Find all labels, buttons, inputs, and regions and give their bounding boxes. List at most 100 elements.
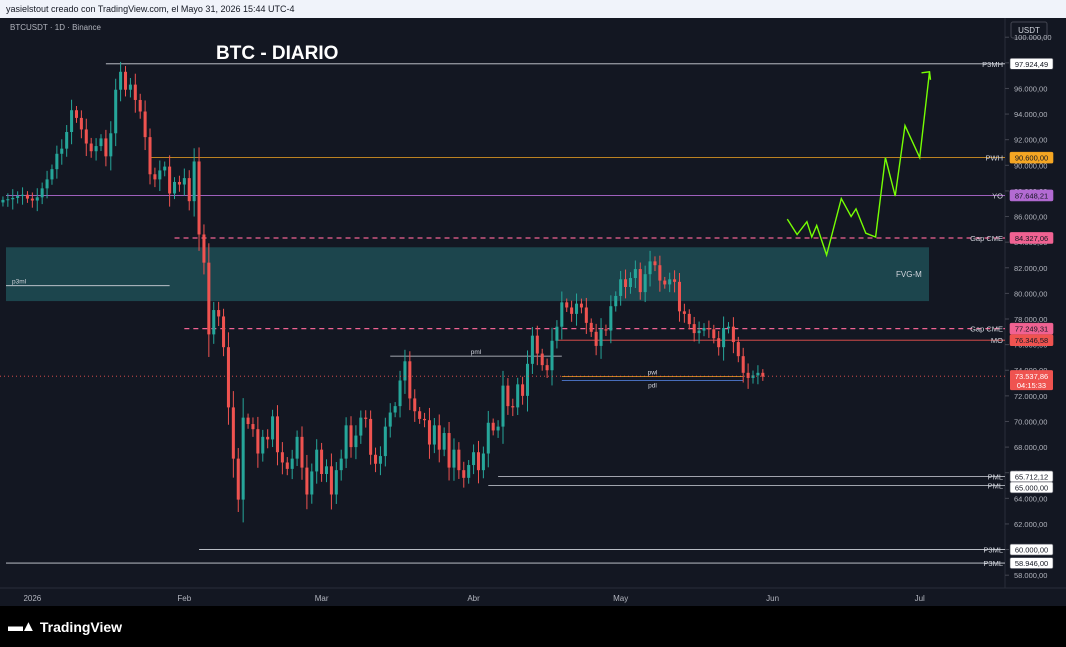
candle [530, 326, 534, 374]
candle-body [432, 425, 436, 445]
candle [251, 417, 255, 437]
candle [153, 167, 157, 188]
x-tick-label: 2026 [23, 594, 41, 603]
candle [491, 418, 495, 436]
candle [349, 416, 353, 458]
y-tick-label: 100.000,00 [1014, 33, 1052, 42]
credit-bar: yasielstout creado con TradingView.com, … [0, 0, 1066, 18]
candle [123, 66, 128, 97]
candle [535, 325, 539, 366]
candle [158, 160, 162, 192]
price-axis-panel[interactable] [1005, 18, 1066, 606]
currency-button-label: USDT [1018, 26, 1040, 35]
candle-body [717, 338, 721, 348]
y-tick-label: 70.000,00 [1014, 417, 1047, 426]
candle [30, 192, 34, 208]
level-label: MO [991, 336, 1003, 345]
price-badge-label: 97.924,49 [1015, 60, 1048, 69]
candle [702, 323, 706, 337]
candle-body [300, 436, 304, 468]
candle-body [624, 279, 628, 287]
y-tick-label: 80.000,00 [1014, 289, 1047, 298]
candle-body [575, 303, 579, 314]
candle-body [540, 353, 544, 366]
candle-body [30, 198, 34, 201]
candle [506, 378, 510, 415]
candle-body [217, 310, 221, 317]
candle [217, 301, 221, 326]
price-badge-label: 58.946,00 [1015, 559, 1048, 568]
candle-body [413, 398, 417, 412]
candle-body [726, 326, 731, 328]
marker-label: pml [471, 349, 482, 356]
candle [177, 175, 181, 192]
price-badge [1009, 57, 1054, 70]
x-tick-label: Jul [915, 594, 925, 603]
candle-body [442, 433, 446, 450]
candle-body [21, 194, 25, 197]
candle [501, 370, 505, 444]
candle [364, 410, 368, 428]
candle [388, 403, 392, 438]
candle [231, 391, 235, 478]
candle [668, 272, 672, 293]
candle-body [236, 458, 240, 500]
candle [408, 351, 412, 411]
candle-body [123, 71, 128, 90]
candle [226, 332, 230, 425]
candle-body [285, 462, 289, 469]
candle-body [418, 411, 422, 419]
price-badge-label: 87.648,21 [1015, 191, 1048, 200]
candle [207, 243, 211, 357]
candle-body [148, 137, 152, 175]
candle [756, 365, 760, 385]
candle [300, 426, 304, 480]
candle [128, 77, 132, 98]
candle-body [177, 181, 181, 185]
candle [25, 191, 29, 203]
candle-body [594, 331, 598, 346]
candle [89, 137, 93, 158]
candle-body [320, 449, 324, 474]
candle [511, 398, 515, 417]
candle-body [565, 302, 569, 308]
candle-body [334, 470, 338, 495]
currency-button[interactable]: USDT [1010, 21, 1048, 39]
candle-body [378, 456, 382, 464]
tradingview-logo[interactable]: ▬▲ TradingView [8, 618, 122, 635]
candle-body [202, 234, 206, 263]
candle-body [187, 178, 191, 202]
candle-body [261, 436, 265, 454]
level-label: P3MH [982, 60, 1003, 69]
candle [168, 155, 172, 207]
candle [427, 407, 431, 459]
level-label: PML [988, 482, 1003, 491]
candle [545, 358, 549, 378]
x-tick-label: Mar [315, 594, 329, 603]
candle-body [722, 327, 726, 348]
candle-body [643, 274, 647, 293]
projection-path [786, 71, 931, 258]
candle [320, 442, 324, 482]
candle [163, 161, 167, 177]
candle-body [604, 329, 608, 331]
candle [540, 348, 544, 371]
candle-body [516, 384, 520, 408]
plot-area[interactable] [0, 18, 1005, 588]
candle [70, 99, 74, 145]
candle [246, 413, 250, 429]
candle-body [545, 365, 549, 371]
y-tick-label: 86.000,00 [1014, 213, 1047, 222]
candle [119, 61, 123, 102]
candle [45, 170, 49, 199]
x-tick-label: Feb [177, 594, 191, 603]
candle [1, 196, 5, 207]
candle [761, 369, 765, 381]
candle [707, 320, 711, 338]
candle [423, 412, 427, 428]
candle-body [40, 188, 44, 198]
price-badge [1009, 543, 1054, 556]
y-tick-label: 78.000,00 [1014, 315, 1047, 324]
candle [354, 425, 358, 460]
